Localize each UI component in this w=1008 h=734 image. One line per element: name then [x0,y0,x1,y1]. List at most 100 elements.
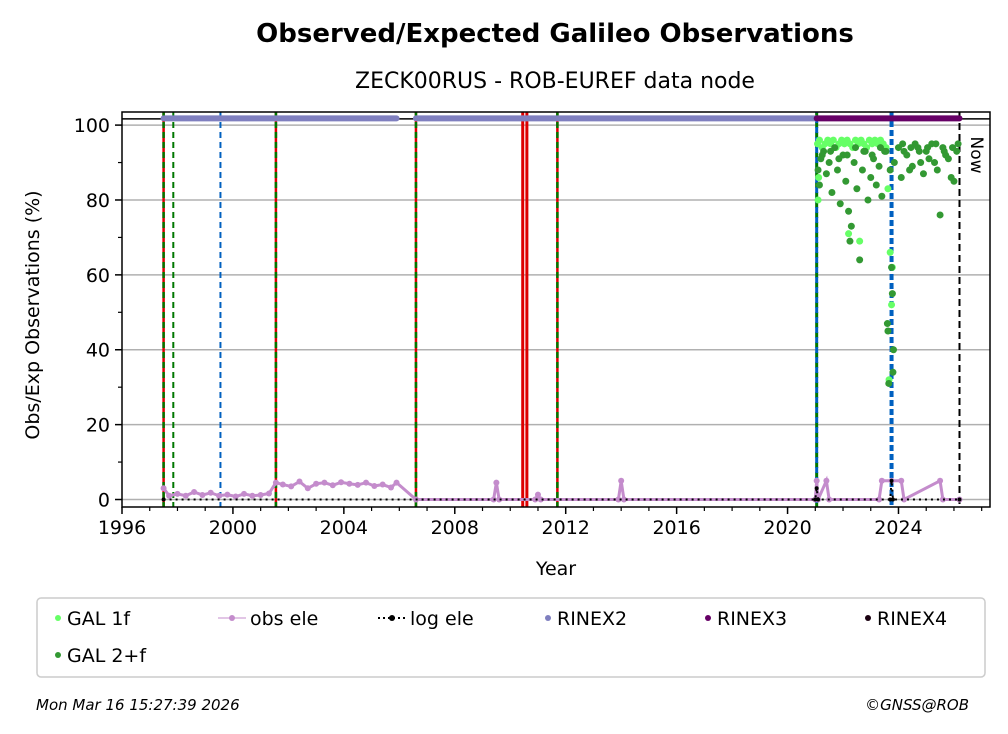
obs-ele-point [265,490,272,497]
gal2f-point [889,368,897,376]
obs-ele-point [338,479,345,486]
gal2f-point [883,320,891,328]
gal2f-point [867,174,875,182]
gal2f-point [936,211,944,219]
legend-entry-label: log ele [410,608,474,630]
legend-marker [55,652,61,658]
obs-ele-point [329,482,336,489]
log-ele-point [814,486,819,491]
obs-ele-point [174,490,181,497]
gal1f-point [829,136,837,144]
gal2f-point [850,159,858,167]
gal2f-point [868,151,876,159]
legend-marker [865,615,871,621]
x-tick-label: 2016 [652,517,700,539]
gal2f-point [882,147,890,155]
gal2f-point [853,185,861,193]
y-tick-label: 100 [74,115,110,137]
gal2f-point [856,256,864,264]
gal2f-point [814,166,822,174]
y-tick-label: 40 [86,340,110,362]
gal1f-point [856,237,864,245]
credit: ©GNSS@ROB [865,696,969,714]
gal2f-point [940,147,948,155]
gal2f-point [919,170,927,178]
gal2f-point [860,147,868,155]
log-ele-point [889,478,894,483]
gal2f-point [858,166,866,174]
gal2f-point [876,144,884,152]
gal2f-point [903,151,911,159]
obs-ele-point [393,479,400,486]
obs-ele-point [534,491,541,498]
legend-entry-label: obs ele [250,608,318,630]
log-ele-point [957,497,962,502]
obs-ele-point [620,496,627,503]
obs-ele-point [207,489,214,496]
gal2f-point [886,166,894,174]
gal2f-point [847,222,855,230]
obs-ele-point [493,479,500,486]
x-tick-label: 2020 [763,517,811,539]
gal2f-point [925,155,933,163]
y-tick-label: 0 [98,490,110,512]
obs-ele-point [939,496,946,503]
gal2f-point [822,170,830,178]
gal2f-point [915,147,923,155]
gal2f-point [917,159,925,167]
legend-entry-label: RINEX2 [557,608,627,630]
log-ele-point [161,497,166,502]
gal2f-point [845,207,853,215]
legend-entry-label: GAL 2+f [67,645,147,667]
gal1f-point [886,248,894,256]
obs-ele-point [313,480,320,487]
plot-frame [121,111,991,508]
gal2f-point [815,181,823,189]
obs-ele-point [241,490,248,497]
gal2f-point [950,177,958,185]
gal1f-point [814,196,822,204]
gal1f-point [815,136,823,144]
gal2f-point [932,140,940,148]
gal2f-point [907,144,915,152]
y-tick-label: 80 [86,190,110,212]
obs-ele-point [304,485,311,492]
legend-entry-label: GAL 1f [67,608,131,630]
gal1f-point [845,230,853,238]
gal2f-point [949,144,957,152]
obs-ele-point [199,492,206,499]
x-tick-label: 1996 [98,517,146,539]
obs-ele-point [288,483,295,490]
legend-entry-label: RINEX3 [717,608,787,630]
legend-marker [229,615,235,621]
obs-ele-point [216,492,223,499]
gal2f-point [843,151,851,159]
gal1f-point [815,174,823,182]
gal2f-point [827,147,835,155]
x-tick-label: 2024 [874,517,922,539]
obs-ele-point [813,477,820,484]
x-axis-label: Year [535,558,576,580]
obs-ele-point [898,477,905,484]
gal2f-point [944,155,952,163]
x-tick-label: 2000 [209,517,257,539]
timestamp: Mon Mar 16 15:27:39 2026 [36,696,240,714]
gal2f-point [833,166,841,174]
gal2f-point [878,192,886,200]
obs-ele-point [191,489,198,496]
y-axis-label: Obs/Exp Observations (%) [22,190,44,439]
obs-ele-point [532,496,539,503]
gal1f-point [884,185,892,193]
gal2f-point [852,144,860,152]
obs-ele-point [937,477,944,484]
obs-ele-point [272,479,279,486]
gal2f-point [884,327,892,335]
obs-ele-point [618,477,625,484]
chart-title: Observed/Expected Galileo Observations [256,19,854,49]
gal2f-point [835,155,843,163]
gal2f-point [828,188,836,196]
gal2f-point [889,346,897,354]
obs-ele-point [232,493,239,500]
obs-ele-point [537,496,544,503]
